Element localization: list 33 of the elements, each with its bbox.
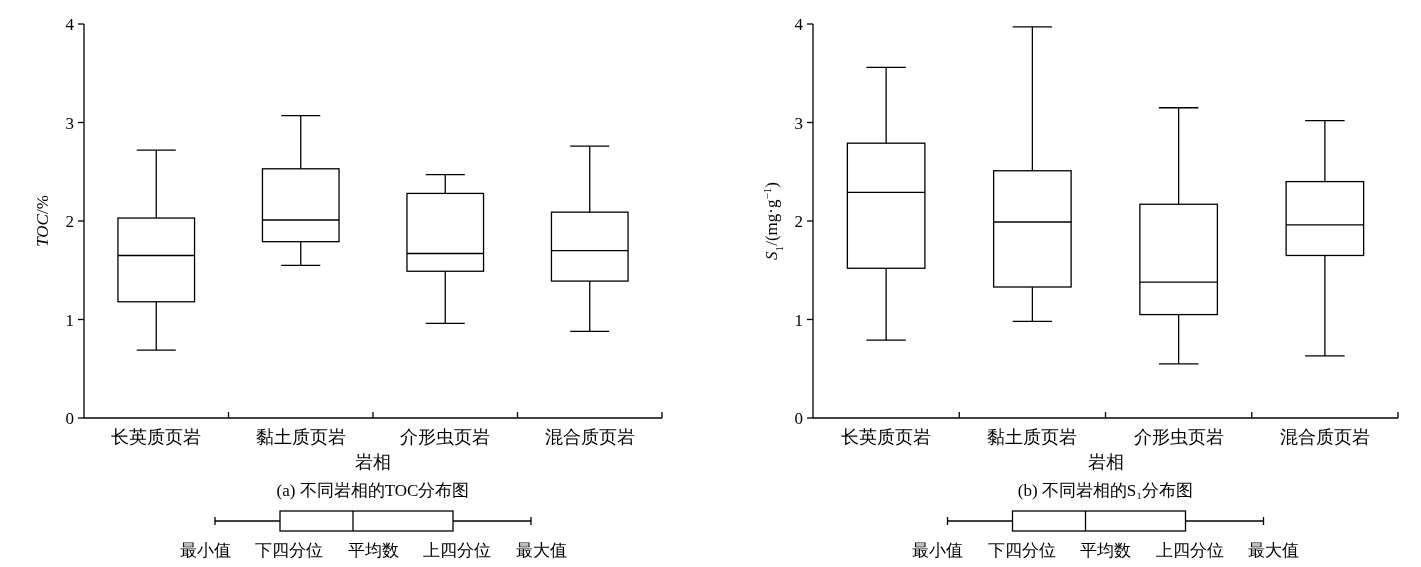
x-tick-label: 长英质页岩 — [111, 427, 202, 447]
text: 平均数 — [1080, 541, 1131, 560]
y-tick-label: 2 — [65, 212, 74, 231]
x-tick-label: 介形虫页岩 — [1133, 427, 1224, 447]
y-tick-label: 0 — [65, 409, 74, 428]
text: 下四分位 — [987, 541, 1056, 560]
y-tick-label: 0 — [794, 409, 803, 428]
x-tick-label: 混合质页岩 — [544, 427, 635, 447]
y-tick-label: 1 — [794, 310, 803, 330]
text: 平均数 — [347, 541, 399, 560]
text: (a) 不同岩相的TOC分布图 — [275, 480, 471, 502]
y-tick-label: 1 — [65, 310, 74, 330]
y-tick-label: 2 — [794, 212, 803, 231]
x-tick-label: 介形虫页岩 — [400, 427, 491, 447]
text: 最大值 — [515, 541, 567, 560]
x-axis-title: 岩相 — [355, 452, 391, 472]
x-tick-label: 黏土质页岩 — [987, 427, 1078, 447]
text: 最大值 — [1248, 541, 1299, 560]
y-axis-title: TOC/% — [33, 195, 52, 247]
y-tick-label: 3 — [65, 113, 74, 133]
x-axis-title: 岩相 — [1087, 452, 1124, 472]
y-tick-label: 4 — [794, 15, 804, 34]
y-tick-label: 3 — [794, 113, 803, 133]
y-tick-label: 4 — [65, 15, 75, 34]
text: 上四分位 — [1155, 541, 1224, 560]
x-tick-label: 混合质页岩 — [1279, 427, 1370, 447]
text: 上四分位 — [423, 541, 491, 560]
x-tick-label: 长英质页岩 — [841, 427, 932, 447]
x-tick-label: 黏土质页岩 — [255, 427, 346, 447]
text: (b) 不同岩相的S₁分布图 — [1016, 480, 1195, 502]
text: 最小值 — [179, 541, 231, 560]
text: 下四分位 — [255, 541, 323, 560]
text: 最小值 — [912, 541, 963, 560]
